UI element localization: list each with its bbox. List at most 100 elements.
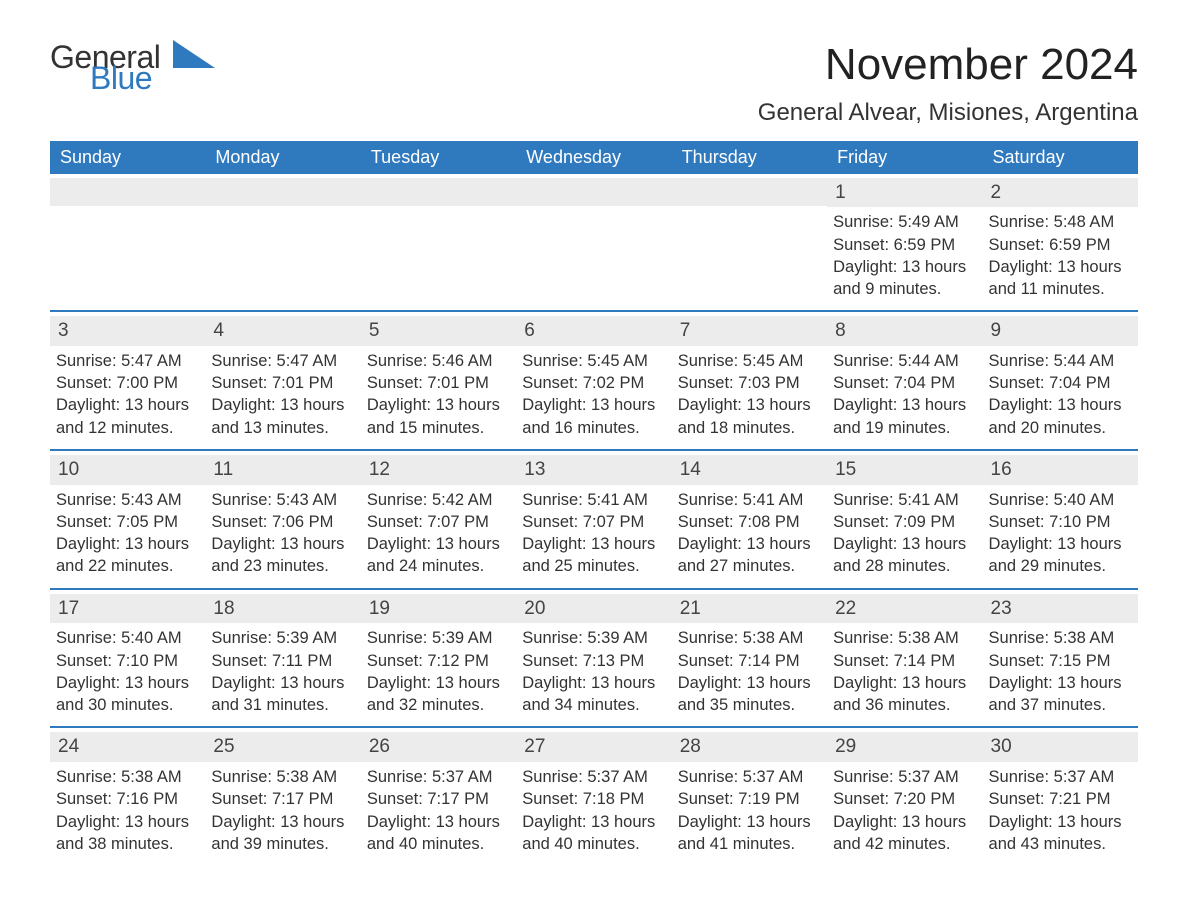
day-day2: and 16 minutes. (522, 417, 665, 439)
empty-daynum-bg (672, 178, 827, 206)
day-number: 1 (827, 178, 982, 208)
day-sunset: Sunset: 7:07 PM (522, 511, 665, 533)
calendar: SundayMondayTuesdayWednesdayThursdayFrid… (50, 141, 1138, 866)
calendar-cell: 16Sunrise: 5:40 AMSunset: 7:10 PMDayligh… (983, 449, 1138, 588)
day-sunrise: Sunrise: 5:41 AM (833, 489, 976, 511)
calendar-cell-empty (50, 174, 205, 311)
calendar-cell: 28Sunrise: 5:37 AMSunset: 7:19 PMDayligh… (672, 726, 827, 865)
day-number: 22 (827, 594, 982, 624)
day-day1: Daylight: 13 hours (211, 811, 354, 833)
day-day1: Daylight: 13 hours (678, 811, 821, 833)
day-day2: and 12 minutes. (56, 417, 199, 439)
day-day2: and 35 minutes. (678, 694, 821, 716)
day-day1: Daylight: 13 hours (678, 672, 821, 694)
day-sunrise: Sunrise: 5:41 AM (522, 489, 665, 511)
day-day1: Daylight: 13 hours (989, 672, 1132, 694)
day-number: 28 (672, 732, 827, 762)
location-subtitle: General Alvear, Misiones, Argentina (50, 99, 1138, 127)
day-sunset: Sunset: 7:01 PM (367, 372, 510, 394)
day-day2: and 39 minutes. (211, 833, 354, 855)
calendar-cell: 1Sunrise: 5:49 AMSunset: 6:59 PMDaylight… (827, 174, 982, 311)
day-header: Friday (827, 141, 982, 174)
day-sunset: Sunset: 7:12 PM (367, 650, 510, 672)
calendar-cell-empty (361, 174, 516, 311)
day-day2: and 15 minutes. (367, 417, 510, 439)
day-sunrise: Sunrise: 5:44 AM (833, 350, 976, 372)
day-sunrise: Sunrise: 5:37 AM (989, 766, 1132, 788)
calendar-cell: 5Sunrise: 5:46 AMSunset: 7:01 PMDaylight… (361, 310, 516, 449)
day-day1: Daylight: 13 hours (989, 394, 1132, 416)
header-row: General Blue November 2024 (50, 40, 1138, 93)
day-sunset: Sunset: 7:01 PM (211, 372, 354, 394)
day-sunset: Sunset: 7:21 PM (989, 788, 1132, 810)
day-day1: Daylight: 13 hours (211, 394, 354, 416)
day-day1: Daylight: 13 hours (367, 533, 510, 555)
day-day1: Daylight: 13 hours (678, 533, 821, 555)
calendar-cell: 6Sunrise: 5:45 AMSunset: 7:02 PMDaylight… (516, 310, 671, 449)
calendar-cell: 21Sunrise: 5:38 AMSunset: 7:14 PMDayligh… (672, 588, 827, 727)
day-sunset: Sunset: 7:17 PM (211, 788, 354, 810)
day-header: Wednesday (516, 141, 671, 174)
day-sunset: Sunset: 6:59 PM (833, 234, 976, 256)
day-sunset: Sunset: 7:04 PM (989, 372, 1132, 394)
day-day1: Daylight: 13 hours (522, 672, 665, 694)
day-sunrise: Sunrise: 5:48 AM (989, 211, 1132, 233)
day-number: 14 (672, 455, 827, 485)
page-title: November 2024 (825, 40, 1138, 90)
day-day2: and 24 minutes. (367, 555, 510, 577)
calendar-weeks: 1Sunrise: 5:49 AMSunset: 6:59 PMDaylight… (50, 174, 1138, 866)
triangle-icon (173, 40, 215, 68)
day-sunrise: Sunrise: 5:38 AM (989, 627, 1132, 649)
day-sunrise: Sunrise: 5:42 AM (367, 489, 510, 511)
day-sunrise: Sunrise: 5:43 AM (211, 489, 354, 511)
day-sunrise: Sunrise: 5:40 AM (989, 489, 1132, 511)
day-number: 10 (50, 455, 205, 485)
day-sunset: Sunset: 7:11 PM (211, 650, 354, 672)
day-header: Tuesday (361, 141, 516, 174)
empty-daynum-bg (205, 178, 360, 206)
day-day2: and 25 minutes. (522, 555, 665, 577)
day-day2: and 23 minutes. (211, 555, 354, 577)
day-number: 25 (205, 732, 360, 762)
calendar-cell: 7Sunrise: 5:45 AMSunset: 7:03 PMDaylight… (672, 310, 827, 449)
calendar-cell: 25 Sunrise: 5:38 AMSunset: 7:17 PMDayligh… (205, 726, 360, 865)
day-sunrise: Sunrise: 5:45 AM (522, 350, 665, 372)
day-day1: Daylight: 13 hours (678, 394, 821, 416)
calendar-week: 24Sunrise: 5:38 AMSunset: 7:16 PMDayligh… (50, 726, 1138, 865)
day-header: Thursday (672, 141, 827, 174)
day-sunset: Sunset: 7:14 PM (833, 650, 976, 672)
day-day1: Daylight: 13 hours (56, 394, 199, 416)
day-sunrise: Sunrise: 5:38 AM (56, 766, 199, 788)
day-number: 21 (672, 594, 827, 624)
day-sunrise: Sunrise: 5:39 AM (367, 627, 510, 649)
calendar-day-headers: SundayMondayTuesdayWednesdayThursdayFrid… (50, 141, 1138, 174)
calendar-cell: 24Sunrise: 5:38 AMSunset: 7:16 PMDayligh… (50, 726, 205, 865)
calendar-cell: 22Sunrise: 5:38 AMSunset: 7:14 PMDayligh… (827, 588, 982, 727)
calendar-cell: 4Sunrise: 5:47 AMSunset: 7:01 PMDaylight… (205, 310, 360, 449)
day-day1: Daylight: 13 hours (989, 811, 1132, 833)
day-header: Monday (205, 141, 360, 174)
day-day1: Daylight: 13 hours (56, 672, 199, 694)
calendar-cell: 23Sunrise: 5:38 AMSunset: 7:15 PMDayligh… (983, 588, 1138, 727)
day-day1: Daylight: 13 hours (367, 394, 510, 416)
day-number: 8 (827, 316, 982, 346)
day-number: 7 (672, 316, 827, 346)
calendar-week: 17Sunrise: 5:40 AMSunset: 7:10 PMDayligh… (50, 588, 1138, 727)
day-day2: and 43 minutes. (989, 833, 1132, 855)
day-sunrise: Sunrise: 5:38 AM (678, 627, 821, 649)
calendar-cell-empty (672, 174, 827, 311)
calendar-cell-empty (205, 174, 360, 311)
calendar-cell: 15Sunrise: 5:41 AMSunset: 7:09 PMDayligh… (827, 449, 982, 588)
day-number: 24 (50, 732, 205, 762)
day-day1: Daylight: 13 hours (56, 533, 199, 555)
day-sunrise: Sunrise: 5:38 AM (211, 766, 354, 788)
day-sunrise: Sunrise: 5:44 AM (989, 350, 1132, 372)
day-number: 19 (361, 594, 516, 624)
day-sunset: Sunset: 7:03 PM (678, 372, 821, 394)
day-sunrise: Sunrise: 5:39 AM (211, 627, 354, 649)
day-day1: Daylight: 13 hours (833, 394, 976, 416)
calendar-week: 1Sunrise: 5:49 AMSunset: 6:59 PMDaylight… (50, 174, 1138, 311)
day-number: 29 (827, 732, 982, 762)
day-header: Sunday (50, 141, 205, 174)
calendar-cell: 11Sunrise: 5:43 AMSunset: 7:06 PMDayligh… (205, 449, 360, 588)
